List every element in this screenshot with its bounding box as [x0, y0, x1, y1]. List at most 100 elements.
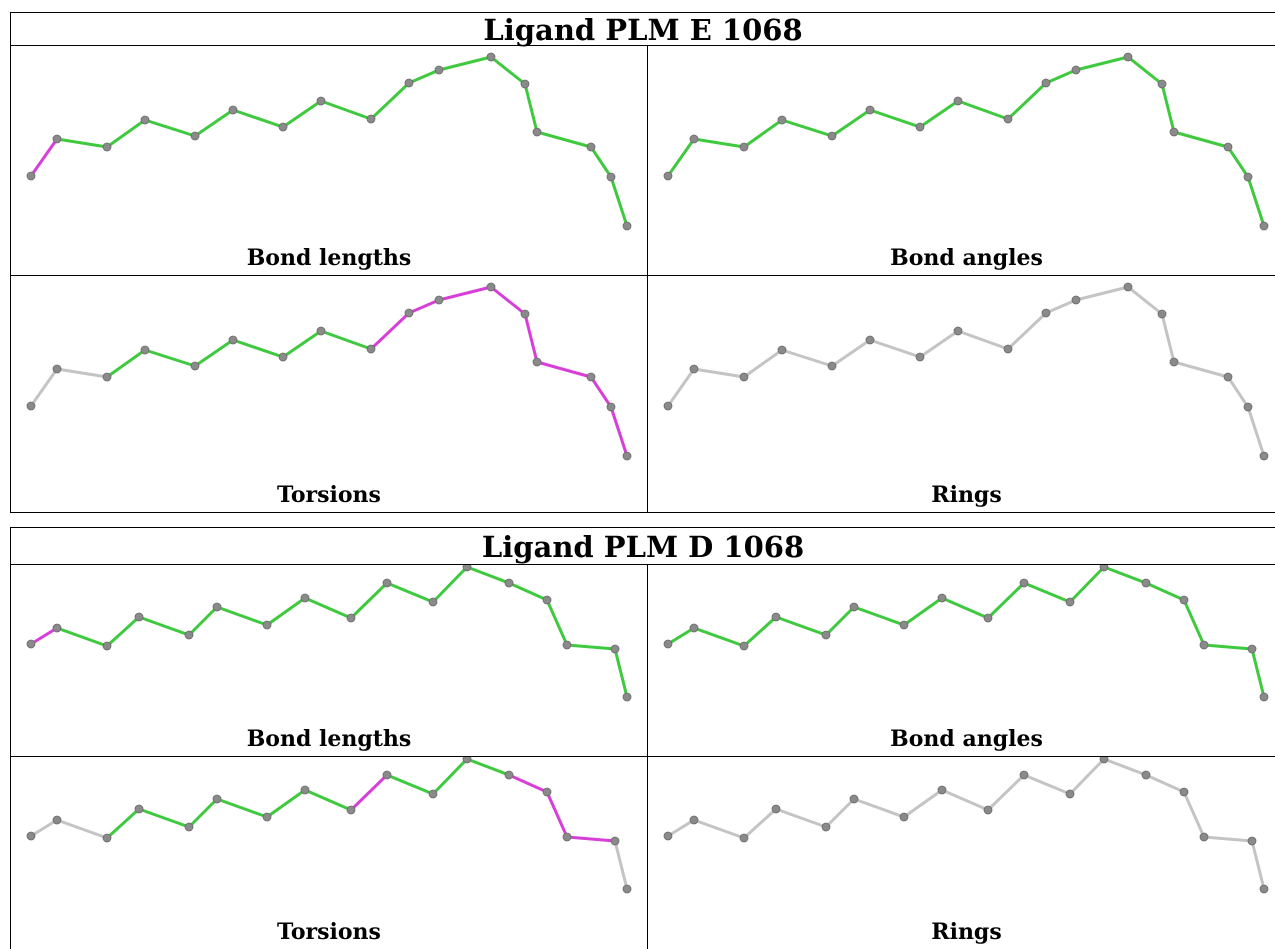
bond: [1250, 839, 1266, 891]
atom: [689, 134, 699, 144]
atom: [1003, 114, 1013, 124]
atom: [983, 613, 993, 623]
panel-bond-lengths: Bond lengths: [11, 46, 648, 276]
atom: [663, 639, 673, 649]
atom: [915, 352, 925, 362]
atom: [1223, 142, 1233, 152]
bond: [29, 818, 59, 838]
atom: [1065, 789, 1075, 799]
atom: [382, 578, 392, 588]
atom: [899, 620, 909, 630]
atom: [1141, 578, 1151, 588]
atom: [1019, 578, 1029, 588]
panel-torsions: Torsions: [11, 276, 648, 512]
bond: [231, 338, 285, 359]
atom: [1199, 832, 1209, 842]
molecule-diagram: [663, 282, 1269, 461]
atom: [689, 364, 699, 374]
atom: [228, 105, 238, 115]
bond: [868, 338, 922, 359]
atom: [134, 804, 144, 814]
bond: [666, 818, 696, 838]
bond: [742, 807, 778, 840]
atom: [1247, 644, 1257, 654]
atom: [190, 131, 200, 141]
atom: [190, 361, 200, 371]
atom: [739, 372, 749, 382]
bond: [852, 605, 906, 627]
atom: [1169, 127, 1179, 137]
molecule-diagram: [26, 757, 632, 894]
atom: [1099, 565, 1109, 572]
bond: [830, 108, 872, 138]
atom: [899, 812, 909, 822]
atom: [1199, 640, 1209, 650]
bond: [29, 367, 59, 408]
atom: [777, 345, 787, 355]
bond: [902, 788, 944, 819]
bond: [780, 118, 834, 138]
bond: [137, 807, 191, 829]
bond: [507, 581, 549, 602]
atom: [134, 612, 144, 622]
bond: [780, 348, 834, 368]
atom: [212, 602, 222, 612]
atom: [184, 630, 194, 640]
bond: [303, 788, 353, 812]
bond: [385, 773, 435, 796]
bond: [1160, 82, 1176, 134]
atom: [316, 326, 326, 336]
bond: [281, 99, 323, 129]
bond: [231, 108, 285, 129]
atom: [1041, 308, 1051, 318]
atom: [1259, 221, 1269, 231]
bond: [385, 581, 435, 604]
bond: [55, 137, 109, 149]
atom: [1019, 770, 1029, 780]
ligand-title: Ligand PLM E 1068: [10, 12, 1275, 47]
atom: [532, 357, 542, 367]
bond: [535, 360, 593, 379]
atom: [26, 171, 36, 181]
atom: [937, 785, 947, 795]
atom: [26, 639, 36, 649]
bond: [940, 596, 990, 620]
atom: [622, 451, 632, 461]
bond: [437, 55, 493, 72]
atom: [542, 787, 552, 797]
atom: [586, 142, 596, 152]
bond: [437, 285, 493, 302]
bond: [692, 367, 746, 379]
bond: [1250, 647, 1266, 699]
bond: [1044, 298, 1078, 315]
bond: [1172, 360, 1230, 379]
bond: [902, 596, 944, 627]
atom: [404, 78, 414, 88]
atom: [366, 344, 376, 354]
panel-label: Torsions: [277, 482, 381, 508]
bond: [431, 757, 469, 796]
panel-label: Rings: [931, 482, 1002, 508]
atom: [983, 805, 993, 815]
bond: [431, 565, 469, 604]
bond: [1172, 130, 1230, 149]
bond: [1202, 835, 1254, 843]
atom: [610, 836, 620, 846]
atom: [562, 640, 572, 650]
bond: [940, 788, 990, 812]
panel-rings: Rings: [648, 757, 1275, 949]
atom: [1157, 79, 1167, 89]
bond: [742, 348, 784, 379]
atom: [1041, 78, 1051, 88]
atom: [865, 335, 875, 345]
bond: [523, 82, 539, 134]
bond: [1044, 68, 1078, 85]
bond: [956, 329, 1010, 351]
bond: [29, 137, 59, 178]
bond: [55, 818, 109, 840]
panel-bond-angles: Bond angles: [648, 46, 1275, 276]
bond: [137, 615, 191, 637]
atom: [102, 641, 112, 651]
bond: [489, 55, 527, 86]
bond: [1068, 565, 1106, 604]
